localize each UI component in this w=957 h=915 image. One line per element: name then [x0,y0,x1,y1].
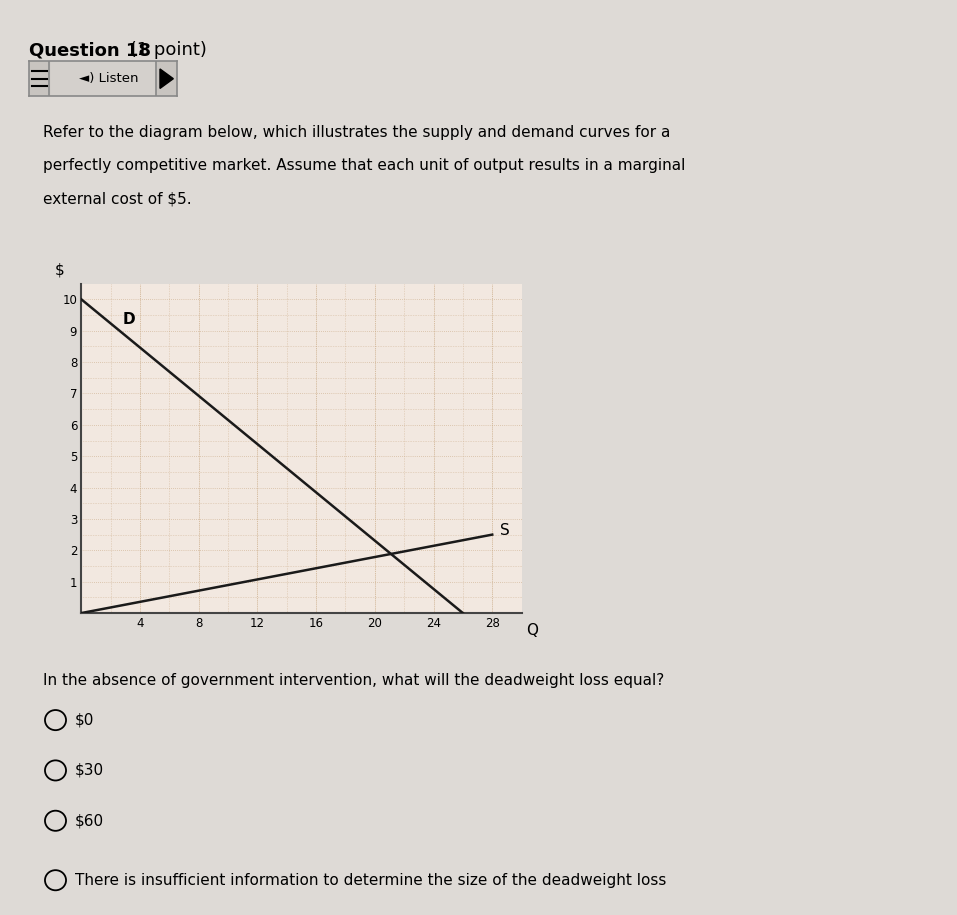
Text: There is insufficient information to determine the size of the deadweight loss: There is insufficient information to det… [75,873,666,888]
Text: (1 point): (1 point) [124,41,208,59]
Text: ◄) Listen: ◄) Listen [79,72,139,85]
Bar [156,61,177,96]
Text: $: $ [55,263,65,277]
Text: Question 18: Question 18 [29,41,150,59]
Text: external cost of $5.: external cost of $5. [43,191,191,206]
Text: $30: $30 [75,763,103,778]
Text: $60: $60 [75,813,103,828]
Text: $0: $0 [75,713,94,727]
Text: Refer to the diagram below, which illustrates the supply and demand curves for a: Refer to the diagram below, which illust… [43,125,671,140]
Text: S: S [500,522,509,538]
Text: In the absence of government intervention, what will the deadweight loss equal?: In the absence of government interventio… [43,673,664,687]
Polygon shape [160,69,173,89]
Bar [29,61,50,96]
Text: D: D [122,312,135,328]
Text: perfectly competitive market. Assume that each unit of output results in a margi: perfectly competitive market. Assume tha… [43,158,685,173]
Text: Q: Q [526,623,538,638]
